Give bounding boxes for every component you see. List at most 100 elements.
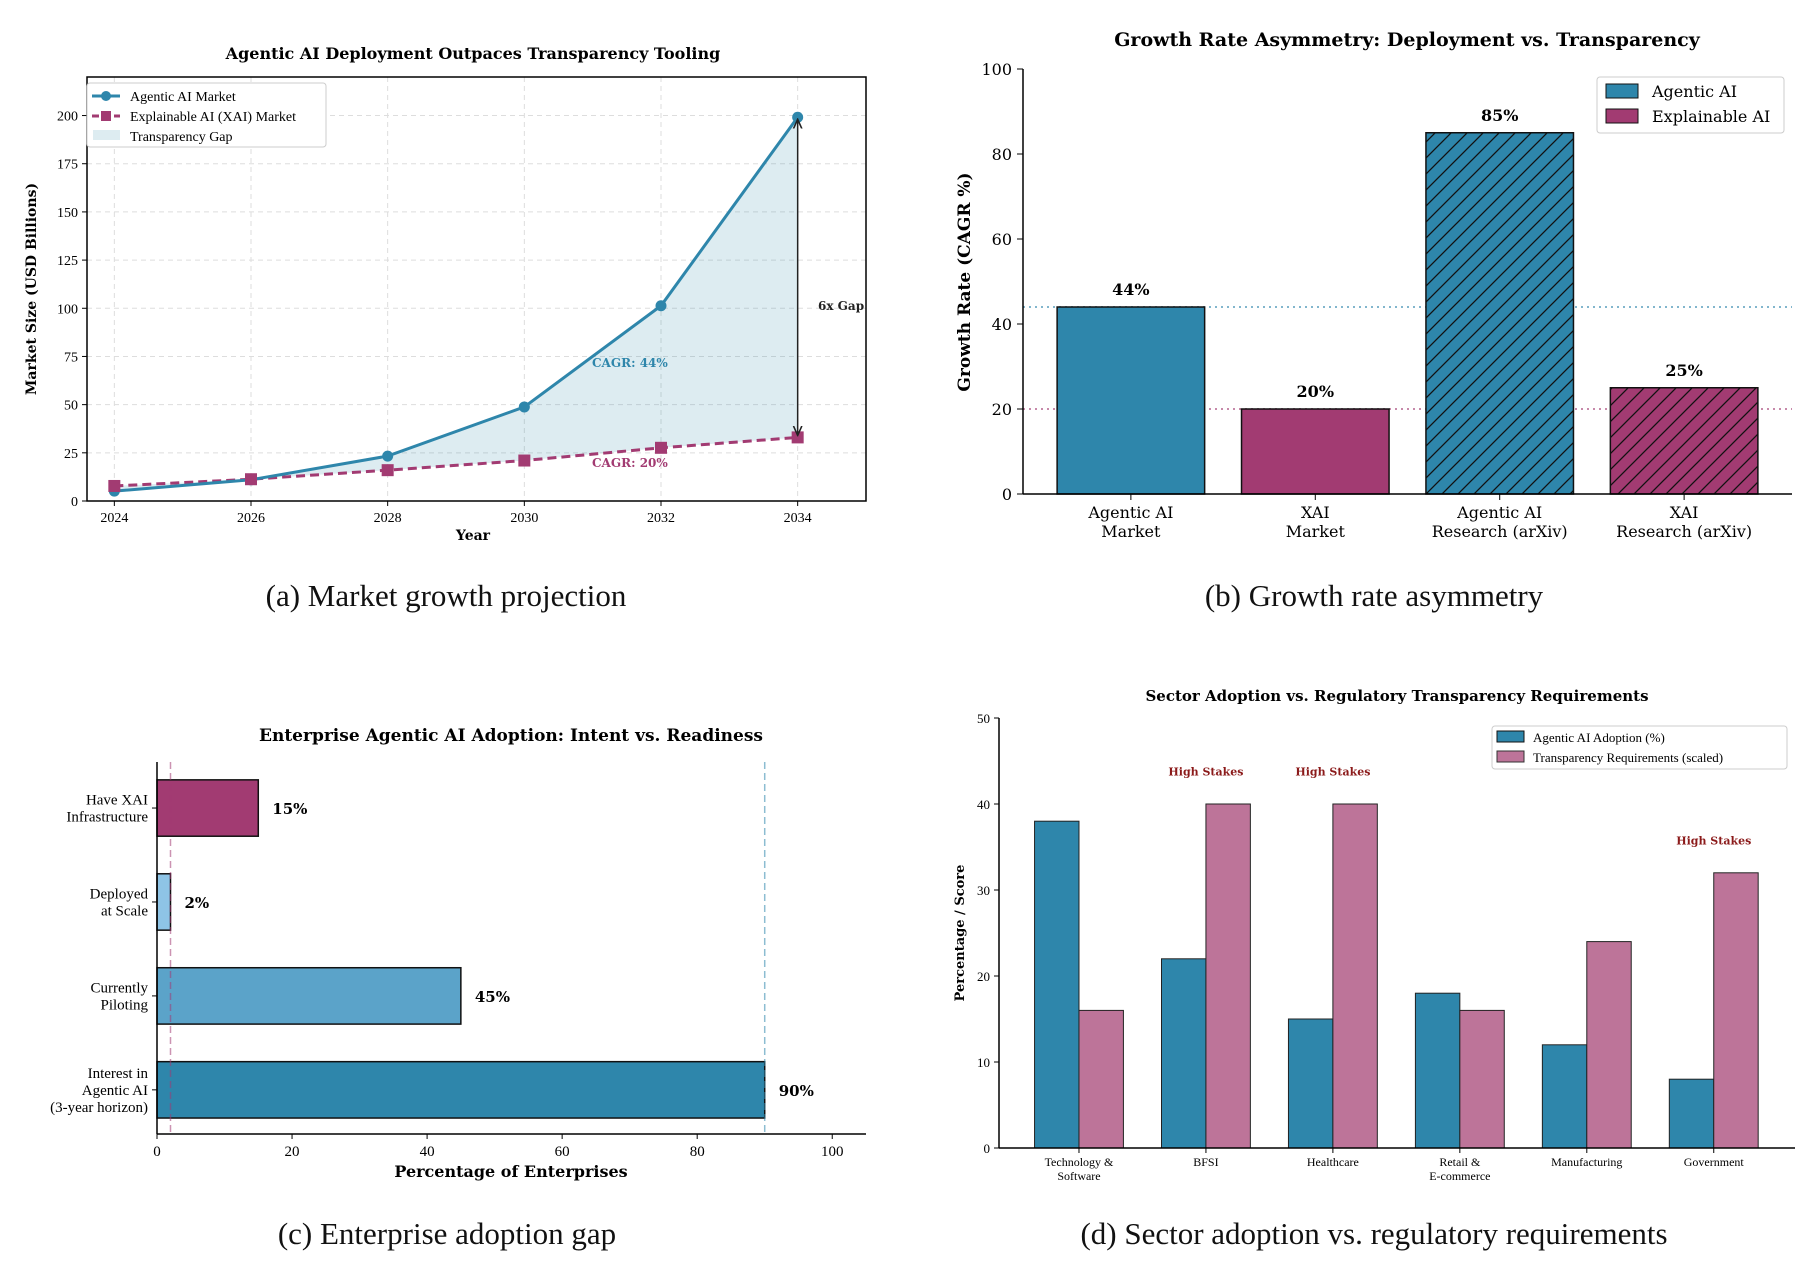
- x-tick-label: XAI Research (arXiv): [1616, 503, 1752, 541]
- legend-box: [1596, 76, 1785, 134]
- x-tick-label: 20: [285, 1144, 300, 1160]
- xai-point: [108, 479, 121, 492]
- x-axis-label: Percentage of Enterprises: [394, 1162, 627, 1181]
- bar: [156, 779, 260, 837]
- x-tick-label: 2026: [237, 511, 265, 526]
- x-tick-label: Technology & Software: [1045, 1155, 1114, 1183]
- x-tick-label-line: XAI: [1301, 503, 1330, 522]
- x-tick-label-line: Software: [1057, 1169, 1100, 1183]
- legend-gap-label: Transparency Gap: [130, 130, 233, 145]
- legend-xai-label: Explainable AI: [1652, 107, 1770, 126]
- xai-point: [245, 473, 257, 486]
- xai-cagr-annotation: CAGR: 20%: [592, 456, 668, 470]
- bar: [1078, 1009, 1124, 1149]
- y-tick-label: 20: [977, 969, 990, 984]
- x-tick-label: 40: [420, 1144, 435, 1160]
- x-tick-label: 2030: [510, 511, 538, 526]
- xai-point: [655, 441, 667, 454]
- x-tick-label: 100: [821, 1144, 844, 1160]
- xai-point: [381, 464, 394, 477]
- x-tick-label: 0: [153, 1144, 161, 1160]
- caption-d: (d) Sector adoption vs. regulatory requi…: [1080, 1216, 1667, 1251]
- y-tick-label: Have XAI Infrastructure: [66, 793, 148, 826]
- x-tick-label: Healthcare: [1307, 1155, 1359, 1169]
- agentic-point: [518, 401, 530, 413]
- y-tick-label-line: Piloting: [100, 997, 148, 1013]
- bar-value-label: 45%: [475, 988, 510, 1006]
- x-tick-label: 80: [690, 1144, 705, 1160]
- y-tick-label: Currently Piloting: [91, 980, 149, 1013]
- y-tick-label-line: Have XAI: [86, 793, 148, 809]
- agentic-point: [655, 300, 667, 312]
- y-tick-label: 50: [64, 399, 78, 414]
- bar: [1713, 872, 1759, 1149]
- agentic-line: [114, 116, 799, 493]
- x-tick-label: 60: [555, 1144, 570, 1160]
- y-tick-label: 150: [57, 206, 78, 221]
- caption-a: (a) Market growth projection: [266, 578, 627, 613]
- x-tick-label-line: Agentic AI: [1087, 503, 1173, 522]
- legend: Agentic AI Explainable AI: [1596, 76, 1785, 134]
- x-tick-label-line: Manufacturing: [1551, 1155, 1622, 1169]
- panel-market-growth: Agentic AI Deployment Outpaces Transpare…: [24, 44, 867, 544]
- chart-title: Enterprise Agentic AI Adoption: Intent v…: [259, 726, 763, 746]
- y-tick-label: Deployed at Scale: [90, 886, 149, 919]
- bar: [1609, 387, 1759, 495]
- legend-box: [86, 82, 327, 148]
- transparency-gap-area: [114, 117, 798, 492]
- panel-enterprise-adoption: Enterprise Agentic AI Adoption: Intent v…: [50, 726, 866, 1181]
- y-tick-label: 30: [977, 883, 990, 898]
- bar: [1240, 408, 1390, 495]
- agentic-cagr-annotation: CAGR: 44%: [592, 356, 668, 370]
- y-tick-label: 175: [57, 158, 78, 173]
- y-tick-label: 100: [981, 60, 1012, 79]
- legend-agentic-marker: [101, 91, 111, 101]
- y-axis-label: Market Size (USD Billions): [24, 183, 40, 395]
- high-stakes-label: High Stakes: [1168, 766, 1243, 779]
- legend-agentic-swatch: [1605, 83, 1639, 99]
- panel-sector-adoption: Sector Adoption vs. Regulatory Transpare…: [953, 687, 1795, 1183]
- y-tick-label: 25: [64, 447, 78, 462]
- bar-value-label: 90%: [779, 1082, 814, 1100]
- panel-growth-rate: Growth Rate Asymmetry: Deployment vs. Tr…: [955, 29, 1792, 541]
- y-tick-label: 125: [57, 254, 78, 269]
- x-tick-label: 2034: [784, 511, 812, 526]
- bar: [1541, 1044, 1588, 1149]
- y-tick-label: 0: [1002, 485, 1012, 504]
- y-tick-label: 60: [992, 230, 1012, 249]
- y-tick-label: 200: [57, 110, 78, 125]
- x-tick-label-line: Government: [1684, 1155, 1745, 1169]
- y-tick-label: 100: [57, 302, 78, 317]
- bar: [1287, 1018, 1334, 1149]
- bar: [156, 873, 172, 931]
- x-tick-label: Government: [1684, 1155, 1745, 1169]
- chart-title: Sector Adoption vs. Regulatory Transpare…: [1145, 687, 1648, 705]
- x-tick-label-line: Agentic AI: [1456, 503, 1542, 522]
- legend: Agentic AI Adoption (%) Transparency Requ…: [1491, 725, 1788, 770]
- y-tick-label-line: Interest in: [88, 1066, 149, 1082]
- y-tick-label-line: Currently: [91, 980, 149, 996]
- legend-agentic-label: Agentic AI Market: [130, 90, 236, 105]
- bar: [1332, 803, 1378, 1149]
- x-tick-label-line: Research (arXiv): [1432, 522, 1568, 541]
- bar: [1034, 820, 1080, 1149]
- x-tick-label: 2028: [374, 511, 402, 526]
- x-tick-label-line: Technology &: [1045, 1155, 1114, 1169]
- x-tick-label: Manufacturing: [1551, 1155, 1622, 1169]
- x-tick-label: Agentic AI Research (arXiv): [1432, 503, 1568, 541]
- y-tick-label: 10: [977, 1055, 990, 1070]
- legend-transparency-label: Transparency Requirements (scaled): [1533, 750, 1723, 765]
- x-tick-label: BFSI: [1193, 1155, 1218, 1169]
- bar: [1425, 132, 1575, 495]
- bar-value-label: 2%: [185, 894, 210, 912]
- bar-value-label: 85%: [1481, 106, 1518, 125]
- y-tick-label-line: (3-year horizon): [50, 1100, 148, 1116]
- x-tick-label: 2024: [100, 511, 128, 526]
- x-tick-label-line: Research (arXiv): [1616, 522, 1752, 541]
- x-tick-label: Agentic AI Market: [1087, 503, 1173, 541]
- high-stakes-label: High Stakes: [1295, 766, 1370, 779]
- bar: [1668, 1078, 1715, 1149]
- x-tick-label: 2032: [647, 511, 675, 526]
- legend-gap-swatch: [93, 130, 120, 140]
